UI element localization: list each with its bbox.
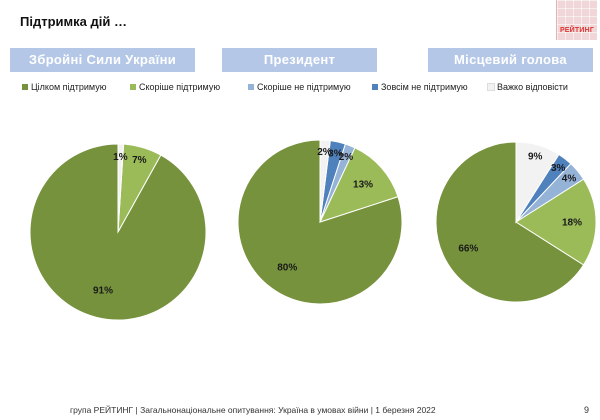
legend-item-rather-support: Скоріше підтримую: [130, 82, 220, 92]
pie-armed-forces: 91% 7% 1%: [29, 143, 207, 321]
legend-label: Зовсім не підтримую: [381, 82, 468, 92]
slice-label-rather-support: 13%: [353, 180, 373, 191]
pie-slice-rather-support: [515, 178, 597, 266]
slide-title: Підтримка дій …: [20, 14, 127, 29]
legend-swatch: [22, 84, 28, 90]
slice-label-full-support: 66%: [458, 244, 478, 255]
footer-text: група РЕЙТИНГ | Загальнонаціональне опит…: [70, 405, 436, 415]
pie-slice-rather-support: [319, 147, 399, 223]
legend-item-full-support: Цілком підтримую: [22, 82, 106, 92]
slice-label-rather-support: 18%: [562, 218, 582, 229]
slice-label-rather-not: 4%: [562, 174, 577, 185]
slice-label-full-support: 80%: [277, 263, 297, 274]
pie-local-head: 66% 18% 4%3% 9%: [435, 141, 597, 303]
slice-label-hard-to-say: 2%: [317, 147, 332, 158]
slice-label-rather-support: 7%: [132, 155, 147, 166]
legend-label: Важко відповісти: [497, 82, 568, 92]
pie-slice-hard-to-say: [117, 143, 125, 233]
legend-item-not-at-all: Зовсім не підтримую: [372, 82, 468, 92]
legend-swatch: [372, 84, 378, 90]
legend-label: Скоріше не підтримую: [257, 82, 351, 92]
slice-label-full-support: 91%: [93, 285, 113, 296]
chart-header-armed-forces: Збройні Сили України: [10, 48, 195, 72]
pie-slice-full-support: [435, 141, 585, 303]
slice-label-not-at-all: 3%: [328, 149, 343, 160]
legend-label: Цілком підтримую: [31, 82, 107, 92]
legend-item-hard-to-say: Важко відповісти: [487, 82, 568, 92]
legend-swatch: [248, 84, 254, 90]
chart-header-local-head: Місцевий голова: [428, 48, 593, 72]
slice-label-rather-not: 2%: [339, 152, 354, 163]
page-number: 9: [584, 405, 590, 415]
pie-slice-hard-to-say: [515, 141, 560, 224]
logo-text: РЕЙТИНГ: [559, 27, 595, 34]
slice-label-hard-to-say: 9%: [528, 151, 543, 162]
legend-item-rather-not: Скоріше не підтримую: [248, 82, 351, 92]
reiting-logo: РЕЙТИНГ: [556, 0, 597, 40]
chart-legend: Цілком підтримую Скоріше підтримую Скорі…: [22, 82, 590, 96]
legend-swatch: [487, 83, 495, 91]
chart-header-president: Президент: [222, 48, 377, 72]
legend-label: Скоріше підтримую: [139, 82, 221, 92]
pie-president: 80% 13% 2%3%2%: [237, 139, 403, 305]
legend-swatch: [130, 84, 136, 90]
slice-label-hard-to-say: 1%: [113, 152, 128, 163]
pie-slice-hard-to-say: [319, 139, 331, 223]
slice-label-not-at-all: 3%: [551, 163, 566, 174]
